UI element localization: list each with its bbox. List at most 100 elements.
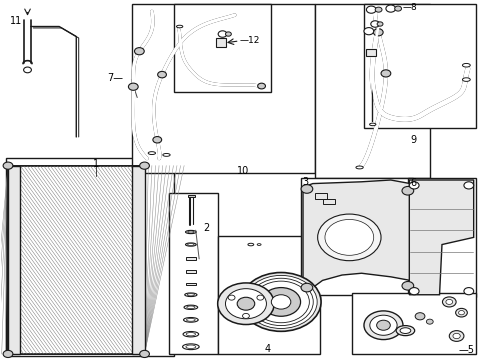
Ellipse shape — [187, 231, 194, 233]
Circle shape — [23, 67, 31, 73]
Bar — [132, 166, 144, 354]
Circle shape — [366, 6, 375, 13]
Text: 10: 10 — [237, 166, 249, 176]
Circle shape — [271, 295, 290, 309]
Bar — [315, 4, 429, 178]
Bar — [300, 178, 412, 295]
Circle shape — [242, 314, 249, 319]
Circle shape — [380, 70, 390, 77]
Bar — [5, 158, 173, 356]
Circle shape — [301, 283, 312, 292]
Circle shape — [394, 6, 401, 11]
Circle shape — [363, 311, 402, 339]
Ellipse shape — [247, 243, 253, 246]
Bar — [407, 178, 475, 297]
Text: 11: 11 — [10, 17, 22, 27]
Circle shape — [463, 288, 473, 295]
Circle shape — [401, 186, 413, 195]
Ellipse shape — [462, 78, 469, 81]
Ellipse shape — [355, 166, 363, 169]
Circle shape — [408, 182, 418, 189]
Ellipse shape — [187, 244, 194, 246]
Bar — [216, 39, 225, 47]
Ellipse shape — [183, 332, 198, 337]
Circle shape — [261, 288, 300, 316]
Circle shape — [401, 282, 413, 290]
Circle shape — [140, 350, 149, 357]
Polygon shape — [303, 180, 409, 291]
Circle shape — [370, 21, 379, 27]
Bar — [217, 235, 320, 354]
Ellipse shape — [185, 243, 196, 246]
Circle shape — [252, 281, 309, 323]
Circle shape — [225, 289, 266, 319]
Circle shape — [385, 5, 395, 12]
Ellipse shape — [184, 293, 197, 297]
Text: —8: —8 — [402, 3, 417, 12]
Circle shape — [414, 313, 424, 320]
Text: 7—: 7— — [107, 73, 123, 83]
Circle shape — [225, 32, 231, 36]
Circle shape — [426, 319, 432, 324]
Bar — [168, 193, 217, 354]
Circle shape — [3, 350, 13, 357]
Text: 2: 2 — [203, 224, 209, 233]
Ellipse shape — [369, 123, 375, 126]
Text: 6: 6 — [409, 177, 416, 188]
Ellipse shape — [185, 230, 196, 234]
Circle shape — [376, 320, 389, 330]
Ellipse shape — [187, 294, 194, 296]
Ellipse shape — [148, 152, 155, 154]
Circle shape — [376, 22, 382, 26]
Circle shape — [458, 311, 464, 315]
Circle shape — [408, 288, 418, 295]
Ellipse shape — [395, 325, 414, 336]
Circle shape — [257, 83, 265, 89]
Text: 4: 4 — [264, 343, 270, 354]
Circle shape — [248, 278, 313, 325]
Circle shape — [442, 297, 455, 307]
Ellipse shape — [186, 306, 195, 309]
Text: —5: —5 — [457, 345, 473, 355]
Text: —12: —12 — [239, 36, 260, 45]
Ellipse shape — [462, 63, 469, 67]
Ellipse shape — [186, 319, 195, 321]
Text: 1: 1 — [93, 159, 99, 169]
Circle shape — [3, 162, 13, 169]
Circle shape — [325, 220, 373, 255]
Text: 3: 3 — [302, 177, 307, 187]
Bar — [363, 4, 475, 128]
Circle shape — [452, 333, 459, 339]
Bar — [8, 166, 144, 354]
Bar — [173, 4, 271, 92]
Text: 9: 9 — [409, 135, 416, 145]
Bar — [315, 193, 327, 199]
Circle shape — [256, 295, 263, 300]
Ellipse shape — [186, 333, 195, 336]
Ellipse shape — [183, 318, 198, 322]
Bar — [188, 195, 195, 197]
Bar — [322, 199, 334, 204]
Circle shape — [373, 29, 383, 36]
Ellipse shape — [182, 344, 199, 350]
Circle shape — [455, 309, 467, 317]
Bar — [8, 166, 20, 354]
Ellipse shape — [176, 25, 183, 28]
Circle shape — [445, 300, 452, 305]
Circle shape — [244, 275, 317, 328]
Circle shape — [241, 273, 321, 331]
Circle shape — [134, 48, 144, 55]
Circle shape — [157, 71, 166, 78]
Bar — [132, 4, 315, 173]
Bar — [185, 283, 195, 285]
Circle shape — [463, 182, 473, 189]
Circle shape — [153, 136, 162, 143]
Circle shape — [217, 283, 274, 324]
Circle shape — [369, 315, 396, 335]
Ellipse shape — [399, 328, 410, 333]
Circle shape — [448, 330, 463, 341]
Circle shape — [374, 7, 381, 12]
Bar — [185, 270, 195, 273]
Ellipse shape — [183, 305, 197, 310]
Ellipse shape — [163, 153, 170, 156]
